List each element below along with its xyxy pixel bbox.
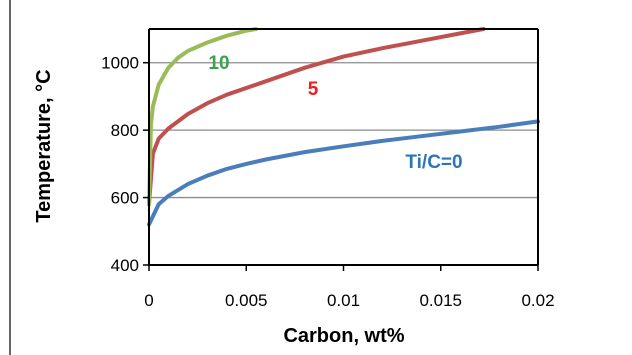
series-line-ti-c-0 [147, 119, 540, 227]
series-line-5 [147, 27, 486, 207]
y-tick-label-400: 400 [111, 256, 139, 275]
y-tick-label-600: 600 [111, 189, 139, 208]
series-label-ti-c-0: Ti/C=0 [405, 152, 462, 173]
x-tick-labels: 0 0.005 0.01 0.015 0.02 [144, 291, 554, 310]
series-label-10: 10 [208, 53, 229, 74]
series-lines [147, 27, 540, 227]
series-line-10 [147, 27, 258, 207]
axes [143, 28, 539, 271]
x-tick-label-0.005: 0.005 [225, 291, 268, 310]
x-tick-label-0.02: 0.02 [521, 291, 554, 310]
y-tick-labels: 400 600 800 1000 [101, 54, 139, 275]
y-axis-title: Temperature, °C [33, 69, 55, 222]
series-labels: 10 5 Ti/C=0 [208, 53, 462, 173]
y-tick-label-800: 800 [111, 121, 139, 140]
x-tick-label-0.01: 0.01 [327, 291, 360, 310]
y-tick-label-1000: 1000 [101, 54, 139, 73]
series-label-5: 5 [308, 79, 319, 100]
x-tick-label-0: 0 [144, 291, 153, 310]
x-axis-title: Carbon, wt% [283, 325, 404, 347]
x-tick-label-0.015: 0.015 [419, 291, 462, 310]
